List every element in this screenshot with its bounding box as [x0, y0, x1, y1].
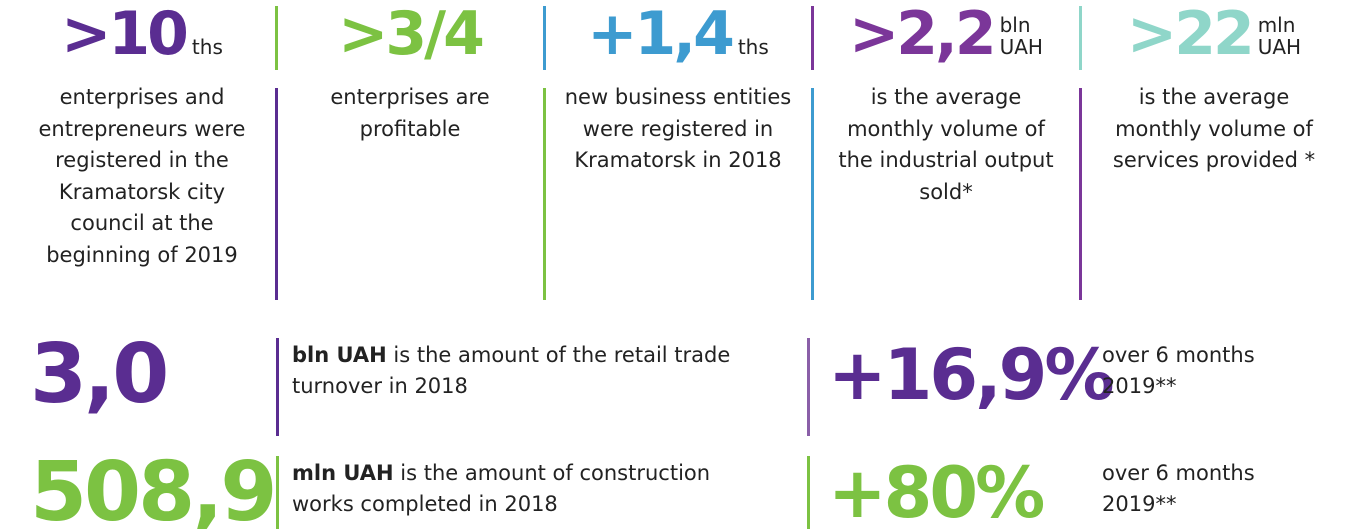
stat-unit: bln UAH: [1000, 14, 1043, 58]
divider: [543, 88, 546, 300]
stat-unit: ths: [192, 36, 223, 58]
stat-head: >22 mln UAH: [1080, 4, 1348, 64]
stat-value: >2,2: [849, 0, 997, 69]
row-period: over 6 months 2019**: [1102, 343, 1255, 398]
stat-unit: ths: [738, 36, 769, 58]
row-period: over 6 months 2019**: [1102, 461, 1255, 516]
stat-text: enterprises are profitable: [330, 85, 490, 141]
divider: [276, 456, 279, 529]
stat-unit-line: bln: [999, 13, 1031, 37]
stat-text: new business entities were registered in…: [564, 85, 792, 172]
stat-value: >22: [1126, 0, 1255, 69]
stat-head: >10 ths: [8, 4, 276, 64]
row-desc: is the amount of construction works comp…: [292, 461, 711, 516]
stat-text: enterprises and entrepreneurs were regis…: [38, 85, 246, 267]
stat-unit-line: ths: [737, 35, 769, 59]
stat-unit: mln UAH: [1258, 14, 1301, 58]
divider: [807, 456, 810, 529]
divider: [811, 6, 814, 70]
stat-head: >3/4: [276, 4, 544, 64]
stat-text: is the average monthly volume of service…: [1112, 85, 1316, 172]
row-value: 508,9: [30, 445, 277, 529]
divider: [1079, 6, 1082, 70]
stat-value: +1,4: [587, 0, 735, 69]
divider: [276, 338, 279, 436]
stat-value: >10: [61, 0, 189, 69]
row-change: +16,9%: [828, 334, 1114, 416]
row-text: mln UAH is the amount of construction wo…: [292, 458, 772, 520]
stat-unit-line: UAH: [999, 35, 1043, 59]
row-unit: bln UAH: [292, 343, 387, 367]
row-change: +80%: [828, 452, 1045, 529]
divider: [543, 6, 546, 70]
stat-value: >3/4: [338, 0, 485, 69]
stat-head: >2,2 bln UAH: [812, 4, 1080, 64]
row-desc: is the amount of the retail trade turnov…: [292, 343, 731, 398]
row-text: bln UAH is the amount of the retail trad…: [292, 340, 772, 402]
stat-unit-line: mln: [1257, 13, 1296, 37]
divider: [275, 6, 278, 70]
row-value: 3,0: [30, 327, 169, 422]
stat-text: is the average monthly volume of the ind…: [838, 85, 1054, 204]
divider: [811, 88, 814, 300]
divider: [807, 338, 810, 436]
divider: [1079, 88, 1082, 300]
divider: [275, 88, 278, 300]
row-unit: mln UAH: [292, 461, 394, 485]
stat-unit-line: ths: [191, 35, 223, 59]
stat-unit-line: UAH: [1257, 35, 1302, 59]
stat-head: +1,4 ths: [544, 4, 812, 64]
